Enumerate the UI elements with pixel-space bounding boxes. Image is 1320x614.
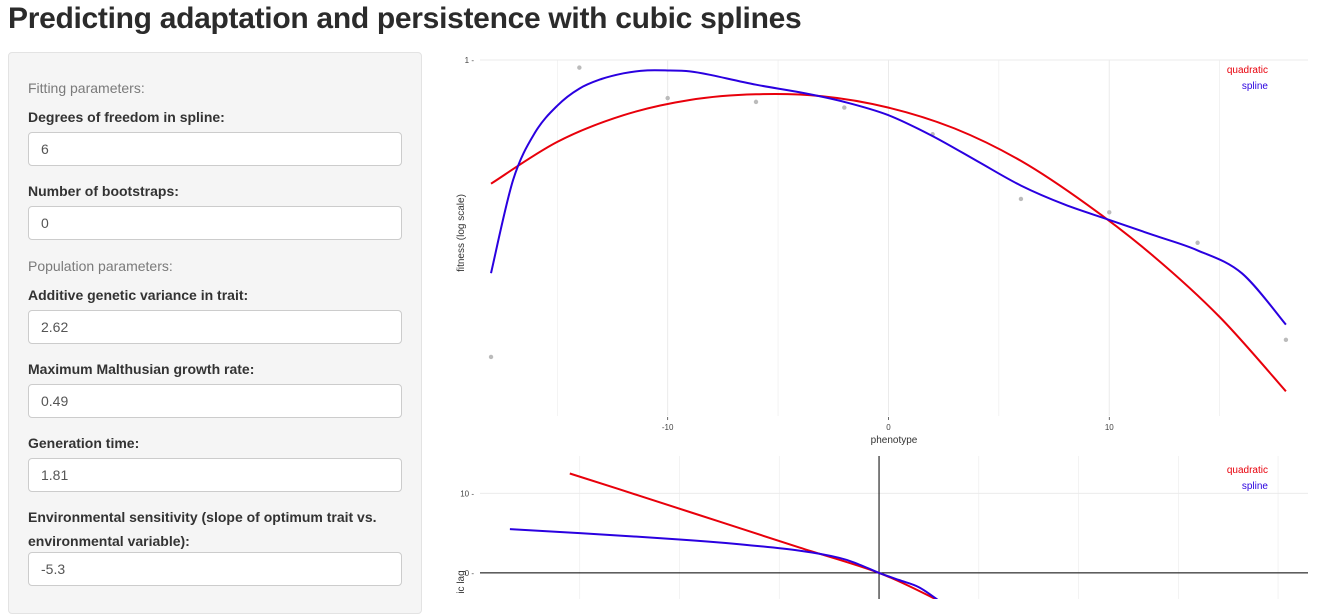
fitness-plot-ylabel: fitness (log scale) [456,194,467,272]
data-point [842,105,847,110]
data-point [488,354,494,360]
fitness-plot-points [488,65,1289,360]
fitting-parameters-heading: Fitting parameters: [28,80,145,96]
lag-legend-quadratic: quadratic [1227,465,1268,476]
lag-plot: 0 - 10 - ic lag quadratic spline [456,456,1308,599]
fitness-legend-spline: spline [1242,81,1269,92]
lag-plot-lines [509,472,939,599]
data-point [1107,210,1112,215]
x-tick-label: 0 [886,423,891,432]
degrees-of-freedom-input[interactable] [28,132,402,166]
bootstraps-input[interactable] [28,206,402,240]
spline-curve [490,69,1287,326]
data-point [665,95,670,101]
fitness-legend-quadratic: quadratic [1227,65,1268,76]
lag-plot-axes: 0 - 10 - [460,456,1308,599]
genetic-variance-label: Additive genetic variance in trait: [28,287,249,303]
data-point [1018,196,1024,202]
generation-time-label: Generation time: [28,435,140,451]
y-tick-label: 1 - [465,56,475,65]
environmental-sensitivity-label: Environmental sensitivity (slope of opti… [28,509,377,549]
lag-legend-spline: spline [1242,481,1269,492]
generation-time-input[interactable] [28,458,402,492]
fitness-plot-xlabel: phenotype [871,435,918,446]
fitness-plot-grid [480,59,1308,416]
quadratic-curve [490,92,1287,392]
page-title: Predicting adaptation and persistence wi… [8,2,802,35]
spline-curve [509,528,939,599]
x-tick-label: 10 [1105,423,1114,432]
genetic-variance-input[interactable] [28,310,402,344]
fitness-plot-axes: 1 - -10 0 10 [465,56,1115,432]
growth-rate-label: Maximum Malthusian growth rate: [28,361,255,377]
environmental-sensitivity-input[interactable] [28,552,402,586]
y-tick-label: 0 - [465,569,475,578]
degrees-of-freedom-label: Degrees of freedom in spline: [28,109,225,125]
y-tick-label: 10 - [460,489,474,498]
data-point [1195,240,1200,245]
data-point [1283,337,1289,343]
bootstraps-label: Number of bootstraps: [28,183,179,199]
fitness-plot-lines [490,69,1287,392]
sidebar-panel: Fitting parameters: Degrees of freedom i… [8,52,422,614]
data-point [753,99,759,105]
data-point [577,65,582,70]
x-tick-label: -10 [662,423,674,432]
lag-plot-ylabel: ic lag [456,570,467,593]
population-parameters-heading: Population parameters: [28,258,173,274]
fitness-plot: 1 --10 0 10 phenotype fitness (log scale) … [456,56,1308,446]
growth-rate-input[interactable] [28,384,402,418]
